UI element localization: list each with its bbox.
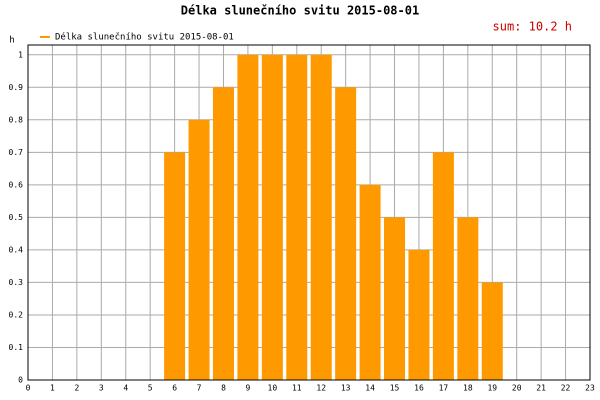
- bar: [481, 282, 503, 380]
- x-tick-label: 6: [172, 384, 177, 393]
- y-tick-label: 0.5: [9, 213, 24, 222]
- y-tick-label: 0.1: [9, 343, 24, 352]
- x-tick-label: 20: [512, 384, 522, 393]
- y-tick-label: 1: [18, 50, 23, 59]
- y-tick-label: 0.8: [9, 115, 24, 124]
- x-tick-label: 3: [99, 384, 104, 393]
- legend-label: Délka slunečního svitu 2015-08-01: [55, 32, 234, 43]
- bar: [384, 217, 406, 380]
- x-tick-label: 11: [292, 384, 302, 393]
- y-tick-label: 0.9: [9, 83, 24, 92]
- bar: [408, 249, 430, 380]
- bar: [432, 152, 454, 380]
- x-tick-label: 13: [341, 384, 351, 393]
- x-tick-label: 17: [439, 384, 449, 393]
- x-tick-label: 22: [561, 384, 571, 393]
- y-axis-label: h: [9, 36, 14, 46]
- x-tick-label: 18: [463, 384, 473, 393]
- x-tick-label: 2: [74, 384, 79, 393]
- bar: [359, 184, 381, 380]
- x-tick-label: 14: [365, 384, 375, 393]
- plot-frame: [27, 44, 591, 381]
- bar: [261, 54, 283, 380]
- y-tick-label: 0.4: [9, 245, 24, 254]
- x-tick-label: 19: [487, 384, 497, 393]
- x-tick-label: 1: [50, 384, 55, 393]
- x-tick-label: 23: [585, 384, 595, 393]
- x-tick-label: 16: [414, 384, 424, 393]
- y-tick-label: 0.6: [9, 180, 24, 189]
- y-tick-label: 0.3: [9, 278, 24, 287]
- bar: [335, 87, 357, 380]
- x-tick-label: 5: [148, 384, 153, 393]
- x-tick-label: 15: [390, 384, 400, 393]
- x-tick-label: 4: [123, 384, 128, 393]
- y-tick-label: 0.7: [9, 148, 24, 157]
- bar: [310, 54, 332, 380]
- x-tick-label: 8: [221, 384, 226, 393]
- bar: [286, 54, 308, 380]
- x-tick-label: 10: [268, 384, 278, 393]
- x-tick-label: 0: [26, 384, 31, 393]
- y-tick-label: 0.2: [9, 310, 24, 319]
- x-tick-label: 21: [536, 384, 546, 393]
- x-tick-label: 12: [316, 384, 326, 393]
- bar: [164, 152, 186, 380]
- x-tick-label: 9: [245, 384, 250, 393]
- y-tick-label: 0: [18, 376, 23, 385]
- bar: [188, 119, 210, 381]
- bar: [212, 87, 234, 380]
- x-tick-label: 7: [197, 384, 202, 393]
- annotation: sum: 10.2 h: [493, 20, 572, 34]
- chart-title: Délka slunečního svitu 2015-08-01: [181, 4, 419, 18]
- bar: [237, 54, 259, 380]
- bar: [457, 217, 479, 380]
